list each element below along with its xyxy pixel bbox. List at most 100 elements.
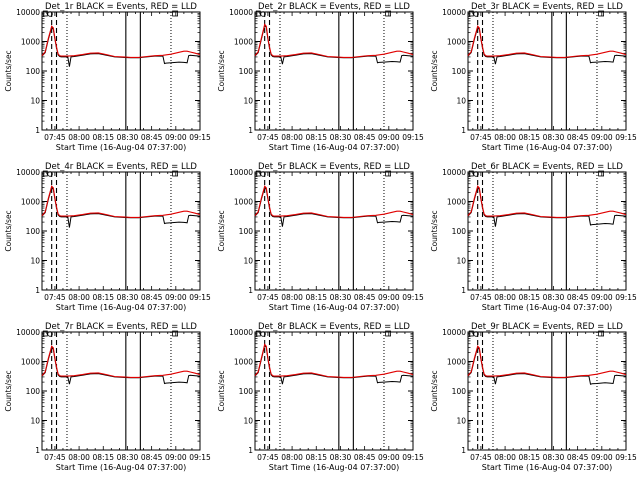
x-tick-label: 08:30 — [330, 133, 352, 142]
y-tick-label: 100 — [26, 67, 41, 76]
y-tick-label: 100 — [452, 387, 467, 396]
top-marker-glyph — [42, 170, 48, 177]
y-tick-label: 10 — [456, 97, 466, 106]
y-tick-label: 10 — [243, 417, 253, 426]
top-marker-glyph — [255, 10, 261, 17]
events-series-line — [41, 346, 201, 385]
y-axis-label: Counts/sec — [217, 370, 226, 411]
panel-title: Det_6r BLACK = Events, RED = LLD — [471, 162, 623, 172]
x-axis-label: Start Time (16-Aug-04 07:37:00) — [56, 143, 187, 152]
x-tick-label: 07:45 — [44, 293, 66, 302]
top-marker-glyph — [468, 10, 474, 17]
y-tick-label: 1000 — [21, 38, 40, 47]
x-tick-label: 09:15 — [402, 453, 424, 462]
x-tick-label: 09:15 — [402, 133, 424, 142]
y-tick-label: 100 — [26, 387, 41, 396]
x-tick-label: 09:00 — [378, 133, 400, 142]
y-axis-label: Counts/sec — [430, 50, 439, 91]
x-tick-label: 08:30 — [543, 133, 565, 142]
y-tick-label: 1 — [35, 446, 40, 455]
x-tick-label: 09:00 — [591, 133, 613, 142]
y-tick-label: 100 — [452, 227, 467, 236]
y-tick-label: 10 — [243, 97, 253, 106]
lld-series-line — [41, 345, 201, 378]
y-tick-label: 1 — [248, 446, 253, 455]
top-marker-glyph — [385, 330, 391, 337]
y-tick-label: 1000 — [447, 198, 466, 207]
x-tick-label: 08:15 — [305, 133, 327, 142]
x-tick-label: 08:30 — [117, 453, 139, 462]
panel-title: Det_8r BLACK = Events, RED = LLD — [258, 322, 410, 332]
x-tick-label: 09:15 — [615, 133, 637, 142]
top-marker-glyph — [42, 330, 48, 337]
detector-panel: Det_6r BLACK = Events, RED = LLD 1 10 100 10… — [430, 162, 637, 312]
top-marker-glyph — [473, 171, 479, 177]
detector-panel: Det_9r BLACK = Events, RED = LLD 1 10 100 10… — [430, 322, 637, 472]
x-tick-label: 09:00 — [378, 453, 400, 462]
events-series-line — [254, 344, 414, 385]
plot-frame — [254, 11, 414, 131]
y-tick-label: 10000 — [229, 8, 253, 17]
x-tick-label: 07:45 — [44, 133, 66, 142]
y-tick-label: 1000 — [447, 358, 466, 367]
y-axis-label: Counts/sec — [4, 370, 13, 411]
x-axis-label: Start Time (16-Aug-04 07:37:00) — [269, 143, 400, 152]
y-tick-label: 10000 — [442, 328, 466, 337]
x-axis-label: Start Time (16-Aug-04 07:37:00) — [482, 143, 613, 152]
x-tick-label: 08:30 — [117, 293, 139, 302]
panel-title: Det_4r BLACK = Events, RED = LLD — [45, 162, 197, 172]
plot-frame — [254, 171, 414, 291]
y-tick-label: 1000 — [234, 358, 253, 367]
x-tick-label: 09:15 — [189, 453, 211, 462]
x-tick-label: 09:15 — [402, 293, 424, 302]
x-axis-label: Start Time (16-Aug-04 07:37:00) — [269, 303, 400, 312]
plot-frame — [467, 11, 627, 131]
x-tick-label: 09:00 — [165, 453, 187, 462]
events-series-line — [254, 24, 414, 65]
lld-series-line — [254, 185, 414, 218]
top-marker-glyph — [473, 11, 479, 17]
x-tick-label: 07:45 — [257, 453, 279, 462]
y-tick-label: 100 — [239, 387, 254, 396]
x-tick-label: 07:45 — [257, 133, 279, 142]
lld-series-line — [467, 345, 627, 378]
top-marker-glyph — [47, 11, 53, 17]
plot-frame — [254, 331, 414, 451]
x-tick-label: 09:15 — [615, 293, 637, 302]
top-marker-glyph — [385, 170, 391, 177]
y-tick-label: 10 — [456, 417, 466, 426]
plot-frame — [41, 11, 201, 131]
detector-panel: Det_8r BLACK = Events, RED = LLD 1 10 100 10… — [217, 322, 424, 472]
y-axis-label: Counts/sec — [4, 210, 13, 251]
y-tick-label: 1000 — [234, 38, 253, 47]
x-tick-label: 07:45 — [257, 293, 279, 302]
x-tick-label: 08:00 — [68, 293, 90, 302]
x-tick-label: 08:00 — [494, 293, 516, 302]
y-tick-label: 10 — [456, 257, 466, 266]
y-tick-label: 10000 — [16, 168, 40, 177]
x-tick-label: 07:45 — [470, 453, 492, 462]
x-tick-label: 08:15 — [305, 453, 327, 462]
top-marker-glyph — [260, 171, 266, 177]
plot-frame — [467, 171, 627, 291]
detector-panel: Det_3r BLACK = Events, RED = LLD 1 10 100 10… — [430, 2, 637, 152]
events-series-line — [467, 186, 627, 227]
top-marker-glyph — [468, 170, 474, 177]
x-tick-label: 08:00 — [281, 133, 303, 142]
x-tick-label: 09:00 — [165, 133, 187, 142]
top-marker-glyph — [255, 170, 261, 177]
x-tick-label: 08:30 — [117, 133, 139, 142]
y-tick-label: 1 — [248, 126, 253, 135]
x-tick-label: 08:45 — [141, 293, 163, 302]
x-tick-label: 07:45 — [470, 293, 492, 302]
x-tick-label: 08:15 — [92, 453, 114, 462]
x-tick-label: 08:15 — [518, 453, 540, 462]
x-tick-label: 08:00 — [494, 133, 516, 142]
x-tick-label: 09:15 — [615, 453, 637, 462]
top-marker-glyph — [172, 170, 178, 177]
x-tick-label: 08:30 — [330, 453, 352, 462]
y-tick-label: 100 — [239, 227, 254, 236]
detector-panel: Det_1r BLACK = Events, RED = LLD 1 10 100 10… — [4, 2, 211, 152]
top-marker-glyph — [260, 331, 266, 337]
